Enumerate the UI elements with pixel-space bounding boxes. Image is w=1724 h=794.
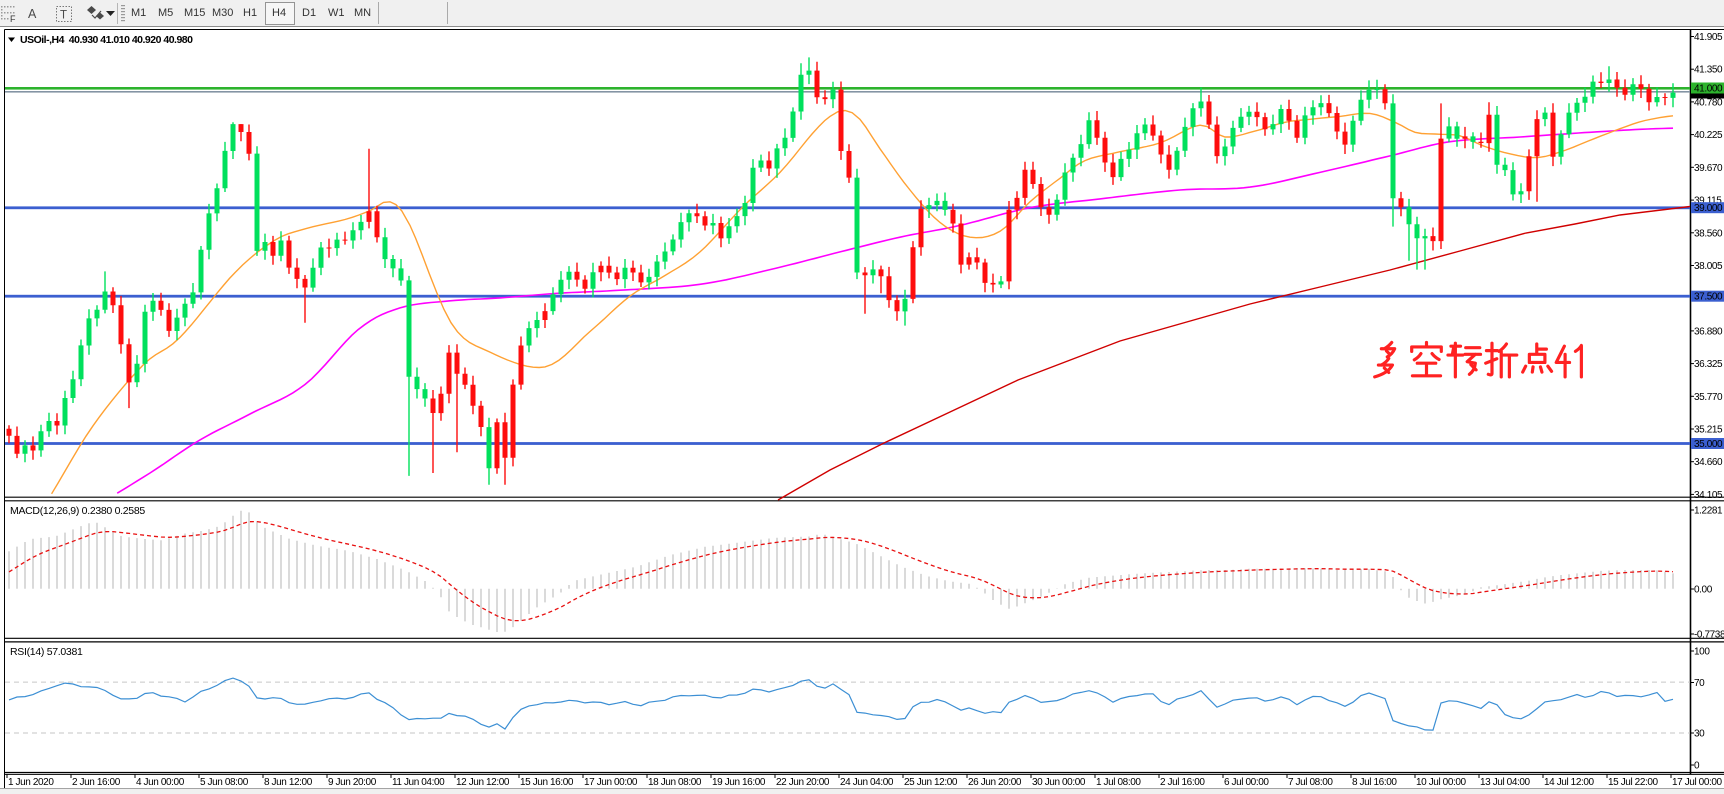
svg-text:15 Jun 16:00: 15 Jun 16:00 bbox=[520, 777, 574, 788]
svg-text:10 Jul 00:00: 10 Jul 00:00 bbox=[1416, 777, 1467, 788]
svg-text:24 Jun 04:00: 24 Jun 04:00 bbox=[840, 777, 894, 788]
svg-text:35.000: 35.000 bbox=[1694, 439, 1723, 450]
svg-text:25 Jun 12:00: 25 Jun 12:00 bbox=[904, 777, 958, 788]
svg-text:34.660: 34.660 bbox=[1694, 457, 1723, 468]
svg-text:MACD(12,26,9) 0.2380 0.2585: MACD(12,26,9) 0.2380 0.2585 bbox=[10, 505, 145, 517]
svg-text:41.000: 41.000 bbox=[1694, 84, 1723, 95]
svg-text:19 Jun 16:00: 19 Jun 16:00 bbox=[712, 777, 766, 788]
svg-text:40.225: 40.225 bbox=[1694, 130, 1723, 141]
svg-text:34.105: 34.105 bbox=[1694, 490, 1723, 501]
svg-text:17 Jul 00:00: 17 Jul 00:00 bbox=[1672, 777, 1723, 788]
svg-text:1 Jul 08:00: 1 Jul 08:00 bbox=[1096, 777, 1141, 788]
svg-text:7 Jul 08:00: 7 Jul 08:00 bbox=[1288, 777, 1333, 788]
svg-text:8 Jun 12:00: 8 Jun 12:00 bbox=[264, 777, 313, 788]
svg-text:4 Jun 00:00: 4 Jun 00:00 bbox=[136, 777, 185, 788]
svg-text:5 Jun 08:00: 5 Jun 08:00 bbox=[200, 777, 249, 788]
svg-text:2 Jul 16:00: 2 Jul 16:00 bbox=[1160, 777, 1205, 788]
svg-text:6 Jul 00:00: 6 Jul 00:00 bbox=[1224, 777, 1269, 788]
svg-text:8 Jul 16:00: 8 Jul 16:00 bbox=[1352, 777, 1397, 788]
svg-text:41.350: 41.350 bbox=[1694, 65, 1723, 76]
svg-text:USOil-,H4 40.930 41.010 40.92: USOil-,H4 40.930 41.010 40.920 40.980 bbox=[20, 34, 193, 46]
svg-text:70: 70 bbox=[1694, 678, 1705, 689]
svg-text:30: 30 bbox=[1694, 729, 1705, 740]
svg-text:2 Jun 16:00: 2 Jun 16:00 bbox=[72, 777, 121, 788]
svg-text:12 Jun 12:00: 12 Jun 12:00 bbox=[456, 777, 510, 788]
svg-text:41.905: 41.905 bbox=[1694, 32, 1723, 43]
svg-text:30 Jun 00:00: 30 Jun 00:00 bbox=[1032, 777, 1086, 788]
svg-text:38.560: 38.560 bbox=[1694, 228, 1723, 239]
svg-text:15 Jul 22:00: 15 Jul 22:00 bbox=[1608, 777, 1659, 788]
svg-text:0.00: 0.00 bbox=[1694, 585, 1713, 596]
svg-text:40.780: 40.780 bbox=[1694, 97, 1723, 108]
svg-text:F: F bbox=[10, 14, 16, 24]
svg-text:1.2281: 1.2281 bbox=[1694, 506, 1723, 517]
svg-text:39.000: 39.000 bbox=[1694, 203, 1723, 214]
svg-text:38.005: 38.005 bbox=[1694, 261, 1723, 272]
svg-text:17 Jun 00:00: 17 Jun 00:00 bbox=[584, 777, 638, 788]
svg-text:35.770: 35.770 bbox=[1694, 392, 1723, 403]
svg-text:39.115: 39.115 bbox=[1694, 196, 1722, 207]
svg-text:26 Jun 20:00: 26 Jun 20:00 bbox=[968, 777, 1022, 788]
svg-text:36.880: 36.880 bbox=[1694, 326, 1723, 337]
svg-text:18 Jun 08:00: 18 Jun 08:00 bbox=[648, 777, 702, 788]
svg-text:39.670: 39.670 bbox=[1694, 163, 1723, 174]
svg-text:11 Jun 04:00: 11 Jun 04:00 bbox=[392, 777, 445, 788]
svg-text:13 Jul 04:00: 13 Jul 04:00 bbox=[1480, 777, 1531, 788]
svg-text:36.325: 36.325 bbox=[1694, 359, 1723, 370]
svg-text:37.500: 37.500 bbox=[1694, 292, 1723, 303]
svg-text:9 Jun 20:00: 9 Jun 20:00 bbox=[328, 777, 377, 788]
svg-text:A: A bbox=[28, 7, 37, 21]
svg-text:0: 0 bbox=[1694, 761, 1700, 772]
svg-text:RSI(14) 57.0381: RSI(14) 57.0381 bbox=[10, 646, 83, 658]
svg-text:35.215: 35.215 bbox=[1694, 425, 1723, 436]
svg-text:100: 100 bbox=[1694, 647, 1710, 658]
svg-text:22 Jun 20:00: 22 Jun 20:00 bbox=[776, 777, 830, 788]
svg-text:-0.7738: -0.7738 bbox=[1694, 630, 1724, 641]
svg-text:T: T bbox=[60, 10, 67, 22]
svg-text:1 Jun 2020: 1 Jun 2020 bbox=[8, 777, 54, 788]
svg-text:14 Jul 12:00: 14 Jul 12:00 bbox=[1544, 777, 1595, 788]
